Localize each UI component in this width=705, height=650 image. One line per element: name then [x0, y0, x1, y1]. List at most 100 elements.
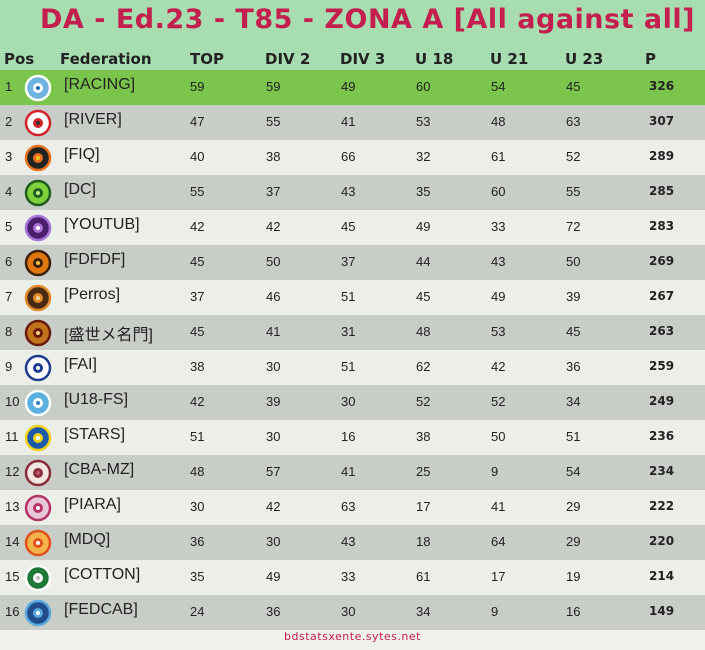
table-row: 1 [RACING] 59 59 49 60 54 45 326 — [0, 70, 705, 105]
table-row: 8 [盛世メ名門] 45 41 31 48 53 45 263 — [0, 315, 705, 350]
cotton-crest-icon — [24, 564, 52, 592]
fedcab-crest-icon — [24, 599, 52, 627]
score-top: 48 — [190, 464, 205, 479]
score-div3: 49 — [341, 79, 356, 94]
score-div2: 30 — [266, 429, 281, 444]
total-points: 269 — [649, 254, 675, 268]
table-row: 12 [CBA-MZ] 48 57 41 25 9 54 234 — [0, 455, 705, 490]
score-div3: 51 — [341, 289, 356, 304]
score-div3: 66 — [341, 149, 356, 164]
score-u23: 54 — [566, 464, 581, 479]
total-points: 307 — [649, 114, 675, 128]
score-div2: 36 — [266, 604, 281, 619]
score-div3: 41 — [341, 114, 356, 129]
col-header-u21: U 21 — [490, 50, 529, 68]
score-u18: 52 — [416, 394, 431, 409]
score-top: 30 — [190, 499, 205, 514]
score-u21: 42 — [491, 359, 506, 374]
stars-crest-icon — [24, 424, 52, 452]
total-points: 267 — [649, 289, 675, 303]
score-top: 55 — [190, 184, 205, 199]
table-row: 11 [STARS] 51 30 16 38 50 51 236 — [0, 420, 705, 455]
score-u18: 61 — [416, 569, 431, 584]
federation-name: [COTTON] — [64, 566, 141, 583]
table-row: 15 [COTTON] 35 49 33 61 17 19 214 — [0, 560, 705, 595]
score-top: 51 — [190, 429, 205, 444]
federation-name: [盛世メ名門] — [64, 327, 153, 344]
river-crest-icon — [24, 109, 52, 137]
score-u21: 33 — [491, 219, 506, 234]
score-div3: 45 — [341, 219, 356, 234]
col-header-u23: U 23 — [565, 50, 604, 68]
federation-name: [DC] — [64, 181, 96, 198]
score-div3: 31 — [341, 324, 356, 339]
federation-name: [Perros] — [64, 286, 121, 303]
row-position: 3 — [5, 149, 13, 164]
federation-name: [RIVER] — [64, 111, 122, 128]
page-title: DA - Ed.23 - T85 - ZONA A [All against a… — [40, 4, 695, 35]
row-position: 6 — [5, 254, 13, 269]
total-points: 222 — [649, 499, 675, 513]
federation-name: [MDQ] — [64, 531, 111, 548]
score-u18: 17 — [416, 499, 431, 514]
score-div2: 55 — [266, 114, 281, 129]
score-u18: 25 — [416, 464, 431, 479]
score-u21: 9 — [491, 464, 499, 479]
score-u23: 45 — [566, 324, 581, 339]
score-u21: 61 — [491, 149, 506, 164]
footer-url: bdstatsxente.sytes.net — [284, 630, 421, 643]
federation-name: [FEDCAB] — [64, 601, 138, 618]
table-row: 14 [MDQ] 36 30 43 18 64 29 220 — [0, 525, 705, 560]
federation-name: [FIQ] — [64, 146, 100, 163]
score-u18: 44 — [416, 254, 431, 269]
score-u18: 49 — [416, 219, 431, 234]
score-u18: 35 — [416, 184, 431, 199]
score-div2: 30 — [266, 359, 281, 374]
dc-crest-icon — [24, 179, 52, 207]
fdfdf-crest-icon — [24, 249, 52, 277]
score-top: 24 — [190, 604, 205, 619]
score-div3: 33 — [341, 569, 356, 584]
score-top: 38 — [190, 359, 205, 374]
federation-name: [U18-FS] — [64, 391, 129, 408]
score-u23: 72 — [566, 219, 581, 234]
racing-crest-icon — [24, 74, 52, 102]
score-u23: 29 — [566, 499, 581, 514]
score-top: 37 — [190, 289, 205, 304]
table-row: 13 [PIARA] 30 42 63 17 41 29 222 — [0, 490, 705, 525]
score-u21: 43 — [491, 254, 506, 269]
score-u23: 55 — [566, 184, 581, 199]
federation-name: [YOUTUB] — [64, 216, 140, 233]
piara-crest-icon — [24, 494, 52, 522]
row-position: 7 — [5, 289, 13, 304]
table-row: 6 [FDFDF] 45 50 37 44 43 50 269 — [0, 245, 705, 280]
score-div3: 37 — [341, 254, 356, 269]
score-div3: 16 — [341, 429, 356, 444]
score-top: 45 — [190, 254, 205, 269]
score-div2: 42 — [266, 219, 281, 234]
federation-name: [STARS] — [64, 426, 126, 443]
score-top: 40 — [190, 149, 205, 164]
score-u23: 39 — [566, 289, 581, 304]
table-row: 7 [Perros] 37 46 51 45 49 39 267 — [0, 280, 705, 315]
score-u23: 63 — [566, 114, 581, 129]
standings-table: 1 [RACING] 59 59 49 60 54 45 326 2 [RIVER] 47 55 41 53… — [0, 70, 705, 630]
score-div2: 30 — [266, 534, 281, 549]
total-points: 283 — [649, 219, 675, 233]
score-div2: 57 — [266, 464, 281, 479]
score-div2: 42 — [266, 499, 281, 514]
score-u21: 64 — [491, 534, 506, 549]
row-position: 13 — [5, 499, 20, 514]
row-position: 8 — [5, 324, 13, 339]
total-points: 214 — [649, 569, 675, 583]
mingmen-crest-icon — [24, 319, 52, 347]
total-points: 289 — [649, 149, 675, 163]
total-points: 326 — [649, 79, 675, 93]
row-position: 4 — [5, 184, 13, 199]
row-position: 2 — [5, 114, 13, 129]
col-header-u18: U 18 — [415, 50, 454, 68]
score-u21: 9 — [491, 604, 499, 619]
score-u23: 34 — [566, 394, 581, 409]
score-u18: 32 — [416, 149, 431, 164]
score-u18: 34 — [416, 604, 431, 619]
